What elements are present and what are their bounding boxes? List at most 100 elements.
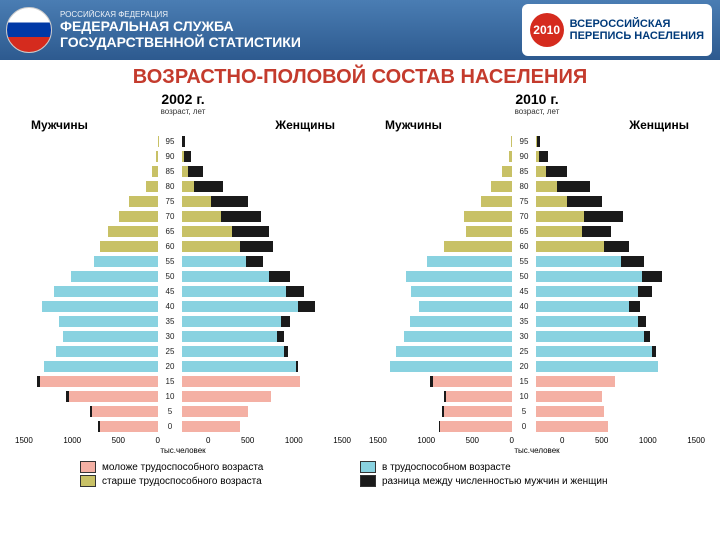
men-seg <box>92 406 158 417</box>
women-label: Женщины <box>275 118 335 132</box>
women-side <box>182 361 327 372</box>
women-seg <box>536 181 557 192</box>
men-side <box>13 211 158 222</box>
men-seg <box>44 361 158 372</box>
women-seg <box>182 241 240 252</box>
men-label: Мужчины <box>31 118 88 132</box>
men-bar <box>425 211 512 222</box>
age-label: 10 <box>512 392 536 401</box>
age-row: 60 <box>367 239 707 254</box>
men-seg <box>444 241 512 252</box>
diff-seg <box>567 196 602 207</box>
men-side <box>13 151 158 162</box>
age-label: 50 <box>158 272 182 281</box>
women-bar <box>536 166 567 177</box>
men-side <box>13 376 158 387</box>
women-label: Женщины <box>629 118 689 132</box>
age-label: 75 <box>512 197 536 206</box>
women-side <box>536 271 681 282</box>
men-bar <box>98 421 158 432</box>
women-seg <box>182 181 194 192</box>
age-row: 95 <box>13 134 353 149</box>
age-row: 65 <box>13 224 353 239</box>
women-side <box>536 256 681 267</box>
legend-item: моложе трудоспособного возраста <box>80 461 360 473</box>
women-seg <box>182 316 281 327</box>
diff-seg <box>296 361 298 372</box>
women-bar <box>536 226 611 237</box>
age-row: 60 <box>13 239 353 254</box>
women-seg <box>536 331 644 342</box>
age-row: 80 <box>13 179 353 194</box>
diff-seg <box>638 316 646 327</box>
age-label: 90 <box>512 152 536 161</box>
women-seg <box>536 421 608 432</box>
x-tick: 1500 <box>333 436 351 445</box>
women-seg <box>536 256 621 267</box>
age-row: 30 <box>13 329 353 344</box>
men-seg <box>502 166 512 177</box>
axis-sub: возраст, лет <box>13 107 353 116</box>
women-side <box>536 376 681 387</box>
age-row: 85 <box>13 164 353 179</box>
men-seg <box>419 301 512 312</box>
women-bar <box>182 361 298 372</box>
women-side <box>182 331 327 342</box>
women-side <box>182 226 327 237</box>
age-label: 25 <box>158 347 182 356</box>
men-bar <box>392 346 512 357</box>
women-side <box>182 196 327 207</box>
men-side <box>367 211 512 222</box>
diff-seg <box>582 226 611 237</box>
age-row: 45 <box>13 284 353 299</box>
men-side <box>13 391 158 402</box>
diff-seg <box>188 166 203 177</box>
men-seg <box>411 286 513 297</box>
women-seg <box>182 391 271 402</box>
women-seg <box>536 226 582 237</box>
men-bar <box>437 226 512 237</box>
men-seg <box>466 226 512 237</box>
diff-seg <box>644 331 650 342</box>
diff-seg <box>211 196 248 207</box>
age-row: 35 <box>13 314 353 329</box>
diff-seg <box>194 181 223 192</box>
pyramid: 2002 г.возраст, лет Мужчины Женщины 95 90 858… <box>13 91 353 455</box>
diff-seg <box>281 316 291 327</box>
age-label: 25 <box>512 347 536 356</box>
women-side <box>536 391 681 402</box>
men-seg <box>481 196 512 207</box>
pyramid-year: 2002 г. <box>13 91 353 107</box>
women-side <box>182 421 327 432</box>
age-row: 20 <box>13 359 353 374</box>
age-label: 5 <box>158 407 182 416</box>
women-bar <box>182 241 273 252</box>
men-seg <box>433 376 512 387</box>
age-label: 20 <box>512 362 536 371</box>
men-seg <box>100 241 158 252</box>
diff-seg <box>629 301 641 312</box>
men-bar <box>50 316 158 327</box>
age-row: 15 <box>13 374 353 389</box>
men-seg <box>440 421 512 432</box>
women-side <box>182 391 327 402</box>
men-side <box>13 181 158 192</box>
x-unit: тыс.человек <box>367 446 707 455</box>
women-side <box>536 316 681 327</box>
x-tick: 1000 <box>417 436 435 445</box>
legend-swatch <box>80 461 96 473</box>
men-seg <box>410 316 512 327</box>
men-bar <box>79 211 158 222</box>
age-label: 80 <box>512 182 536 191</box>
agency-line2: ГОСУДАРСТВЕННОЙ СТАТИСТИКИ <box>60 35 301 50</box>
badge-text: ВСЕРОССИЙСКАЯ ПЕРЕПИСЬ НАСЕЛЕНИЯ <box>570 18 704 42</box>
x-tick: 500 <box>466 436 479 445</box>
women-seg <box>182 301 298 312</box>
age-label: 60 <box>512 242 536 251</box>
men-bar <box>36 286 158 297</box>
women-bar <box>536 151 548 162</box>
women-seg <box>182 256 246 267</box>
charts-area: 2002 г.возраст, летМужчиныЖенщины9590858… <box>0 91 720 455</box>
age-label: 90 <box>158 152 182 161</box>
men-side <box>367 136 512 147</box>
